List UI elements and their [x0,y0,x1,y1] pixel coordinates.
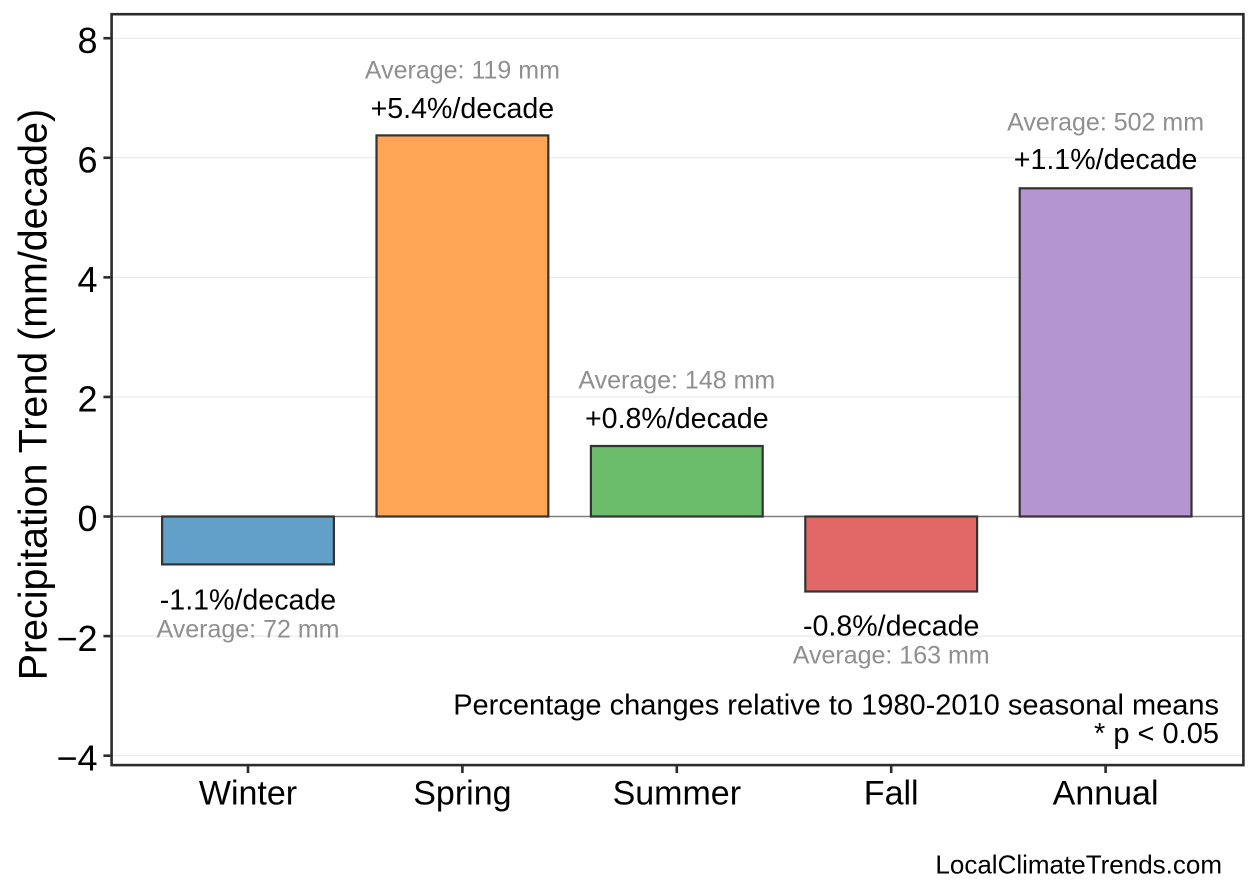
svg-text:Average: 119 mm: Average: 119 mm [365,56,560,84]
svg-text:-0.8%/decade: -0.8%/decade [803,611,979,643]
svg-text:Annual: Annual [1053,775,1159,813]
svg-text:Precipitation Trend (mm/decade: Precipitation Trend (mm/decade) [12,109,56,680]
svg-text:LocalClimateTrends.com: LocalClimateTrends.com [935,849,1222,879]
svg-text:+0.8%/decade: +0.8%/decade [585,403,769,435]
svg-text:Summer: Summer [613,775,741,813]
svg-text:Spring: Spring [413,775,511,813]
svg-text:+1.1%/decade: +1.1%/decade [1014,144,1198,176]
svg-text:6: 6 [77,139,97,180]
svg-text:Average: 163 mm: Average: 163 mm [793,642,990,670]
svg-text:−4: −4 [56,737,97,778]
svg-text:2: 2 [77,379,97,420]
svg-text:+5.4%/decade: +5.4%/decade [371,93,555,125]
svg-text:Fall: Fall [864,775,919,813]
svg-text:Average: 502 mm: Average: 502 mm [1007,109,1204,137]
svg-text:8: 8 [77,20,97,61]
svg-text:−2: −2 [56,618,97,659]
svg-text:4: 4 [77,259,97,300]
svg-text:-1.1%/decade: -1.1%/decade [160,585,336,617]
svg-text:0: 0 [77,498,97,539]
svg-text:Percentage changes relative to: Percentage changes relative to 1980-2010… [453,689,1219,721]
svg-text:Winter: Winter [199,775,297,813]
svg-text:Average: 148 mm: Average: 148 mm [578,367,775,395]
svg-text:Average: 72 mm: Average: 72 mm [157,616,340,644]
svg-text:* p < 0.05: * p < 0.05 [1094,718,1219,750]
